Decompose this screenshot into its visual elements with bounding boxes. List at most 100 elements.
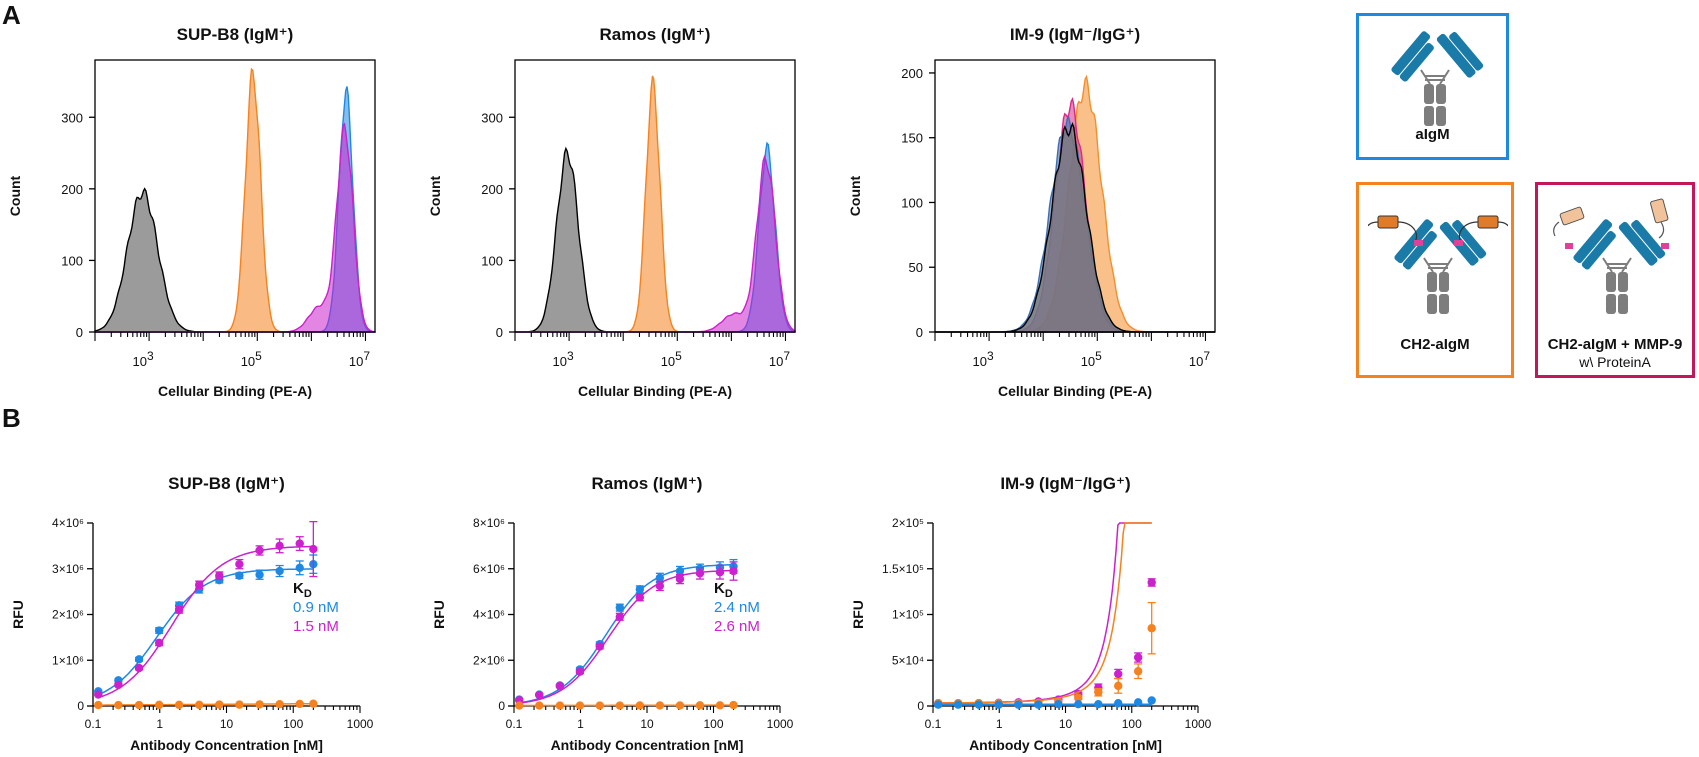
- fc-domain: [1618, 272, 1628, 292]
- data-point-ch2-aigm: [1094, 688, 1103, 697]
- released-mask: [1559, 206, 1585, 226]
- cleavage-site: [1565, 243, 1573, 249]
- y-tick-label: 3×10⁶: [52, 562, 84, 576]
- fab-chain: [1436, 33, 1476, 78]
- data-point-ch2-aigm: [195, 700, 204, 710]
- data-point-ch2-aigm-mmp-9: [715, 567, 725, 577]
- hinge: [1420, 69, 1431, 85]
- hinge: [1442, 257, 1453, 273]
- fab-chain: [1573, 219, 1613, 264]
- hinge: [1423, 257, 1434, 273]
- y-tick-label: 0: [496, 325, 503, 340]
- fab-chain: [1449, 32, 1484, 71]
- data-point-ch2-aigm: [309, 699, 318, 708]
- fab-arm-R: [1618, 220, 1666, 266]
- y-axis-label: Count: [847, 175, 863, 216]
- cleaved-antibody-icon: [1553, 198, 1669, 314]
- x-tick-label: 105: [241, 349, 262, 369]
- data-point-ch2-aigm: [535, 701, 544, 710]
- y-tick-label: 150: [901, 131, 923, 146]
- data-point-ch2-aigm-mmp-9: [595, 642, 604, 651]
- data-point-aigm: [974, 700, 983, 709]
- y-tick-label: 200: [481, 182, 503, 197]
- legend-box-aigm: aIgM: [1356, 13, 1509, 160]
- data-point-ch2-aigm: [1114, 681, 1123, 691]
- data-point-ch2-aigm: [134, 700, 144, 710]
- data-point-ch2-aigm: [675, 701, 685, 710]
- binding-title: IM-9 (IgM⁻/IgG⁺): [1000, 474, 1130, 493]
- data-point-aigm: [1147, 696, 1156, 705]
- fc-domain: [1427, 294, 1437, 314]
- data-point-ch2-aigm: [235, 700, 244, 709]
- data-point-ch2-aigm-mmp-9: [215, 571, 224, 580]
- fc-domain: [1606, 294, 1616, 314]
- data-point-ch2-aigm-mmp-9: [615, 612, 625, 621]
- binding-panel-2: Ramos (IgM⁺) 0 2×10⁶ 4×10⁶ 6×10⁶ 8×10⁶ 0.1 1 10 1…: [431, 474, 794, 753]
- histogram-series-untreated: [935, 122, 1215, 333]
- fab-chain: [1391, 31, 1431, 76]
- x-tick-label: 100: [703, 717, 723, 731]
- data-point-ch2-aigm-mmp-9: [695, 569, 705, 578]
- x-tick-label: 103: [973, 349, 994, 369]
- data-point-aigm: [1034, 700, 1043, 709]
- fab-chain: [1618, 221, 1658, 266]
- data-point-aigm: [235, 571, 244, 580]
- data-point-aigm: [1094, 699, 1103, 709]
- y-tick-label: 1×10⁵: [892, 608, 924, 622]
- y-tick-label: 100: [901, 195, 923, 210]
- hinge: [1621, 257, 1632, 273]
- fc-domain: [1424, 106, 1434, 126]
- y-axis-label: Count: [7, 175, 23, 216]
- y-tick-label: 4×10⁶: [52, 516, 84, 530]
- data-point-aigm: [615, 603, 625, 612]
- legend-box-mmp9: CH2-aIgM + MMP-9 w\ ProteinA: [1535, 182, 1695, 378]
- data-point-ch2-aigm: [515, 701, 524, 710]
- x-tick-label: 1000: [347, 717, 374, 731]
- y-tick-label: 0: [917, 699, 924, 713]
- y-tick-label: 0: [498, 699, 505, 713]
- data-point-aigm: [255, 570, 264, 579]
- data-point-aigm: [154, 626, 164, 635]
- data-point-ch2-aigm-mmp-9: [635, 593, 645, 602]
- x-tick-label: 103: [553, 349, 574, 369]
- binding-panel-3: IM-9 (IgM⁻/IgG⁺) 0 5×10⁴ 1×10⁵ 1.5×10⁵ 2×10⁵ 0…: [850, 474, 1212, 753]
- data-point-ch2-aigm-mmp-9: [134, 663, 144, 673]
- fc-domain: [1439, 294, 1449, 314]
- data-point-ch2-aigm: [114, 700, 123, 710]
- y-tick-label: 300: [61, 110, 83, 125]
- y-tick-label: 2×10⁶: [473, 653, 505, 667]
- data-point-ch2-aigm-mmp-9: [235, 559, 244, 569]
- data-point-ch2-aigm: [215, 700, 224, 709]
- x-tick-label: 107: [349, 349, 370, 369]
- released-linker: [1658, 221, 1665, 239]
- data-point-aigm: [1114, 699, 1123, 708]
- fit-line-ch2-aigm: [938, 522, 1152, 704]
- x-axis-label: Cellular Binding (PE-A): [998, 383, 1152, 399]
- x-axis-label: Cellular Binding (PE-A): [578, 383, 732, 399]
- data-point-ch2-aigm-mmp-9: [114, 680, 123, 690]
- fab-arm-R: [1436, 32, 1484, 78]
- kd-value: 2.6 nM: [714, 618, 760, 635]
- data-point-aigm: [994, 700, 1003, 709]
- data-point-ch2-aigm: [555, 701, 565, 710]
- linker: [1497, 221, 1508, 227]
- data-point-aigm: [655, 573, 665, 583]
- fc-domain: [1436, 106, 1446, 126]
- fc-domain: [1606, 272, 1616, 292]
- x-tick-label: 107: [769, 349, 790, 369]
- data-point-aigm: [1014, 700, 1023, 709]
- x-axis-label: Antibody Concentration [nM]: [130, 737, 323, 753]
- x-tick-label: 103: [133, 349, 154, 369]
- masked-antibody-icon: [1368, 215, 1508, 314]
- data-point-ch2-aigm-mmp-9: [575, 667, 585, 676]
- data-point-ch2-aigm: [94, 700, 103, 710]
- data-point-ch2-aigm-mmp-9: [729, 566, 738, 576]
- data-point-aigm: [1133, 698, 1143, 707]
- y-tick-label: 5×10⁴: [892, 653, 924, 667]
- x-tick-label: 1000: [767, 717, 794, 731]
- y-tick-label: 1.5×10⁵: [882, 562, 924, 576]
- histogram-frame: [934, 59, 1216, 333]
- x-tick-label: 1: [996, 717, 1003, 731]
- data-point-ch2-aigm: [1074, 693, 1083, 702]
- data-point-ch2-aigm: [695, 701, 705, 710]
